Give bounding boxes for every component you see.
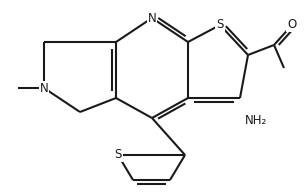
- Text: S: S: [114, 148, 122, 161]
- Text: S: S: [216, 18, 224, 31]
- Text: NH₂: NH₂: [245, 113, 267, 126]
- Text: O: O: [287, 18, 297, 31]
- Text: N: N: [39, 81, 48, 94]
- Text: N: N: [147, 11, 156, 24]
